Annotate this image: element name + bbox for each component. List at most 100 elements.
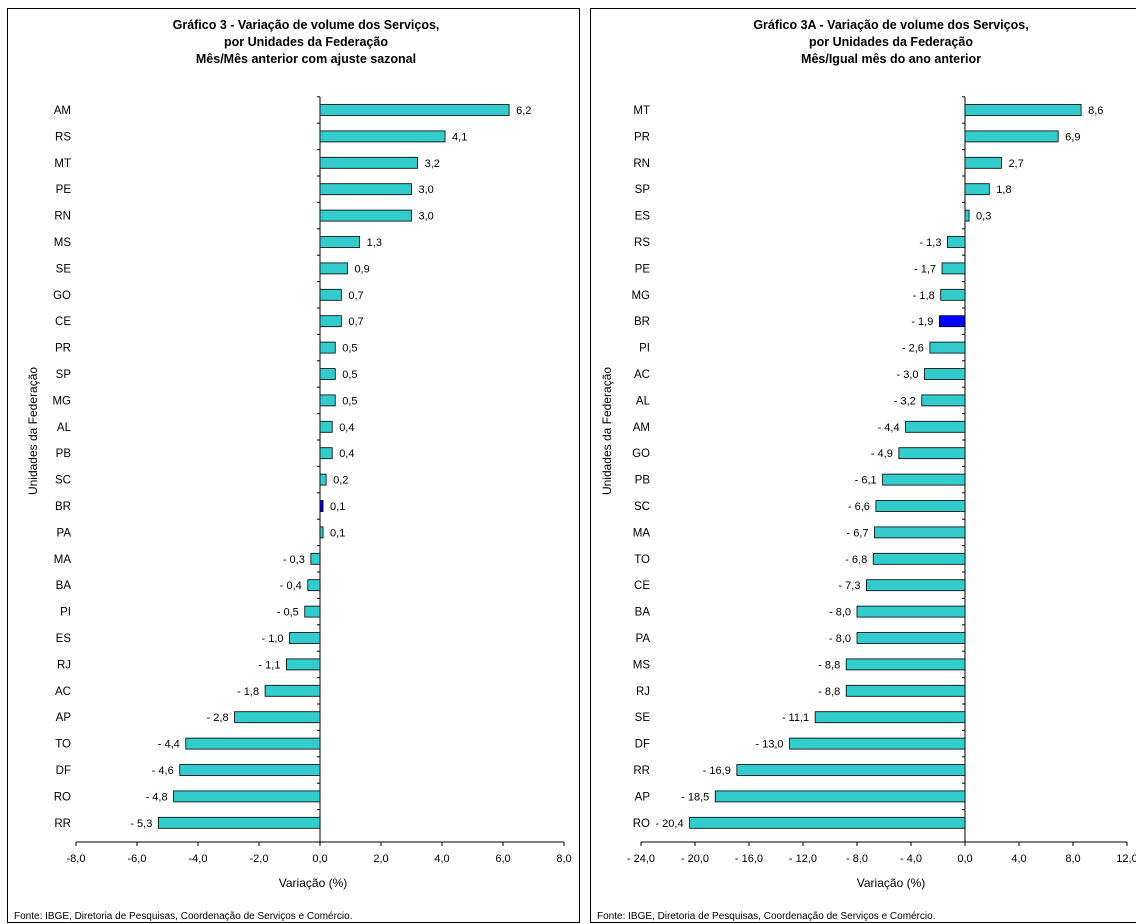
data-label-AL: 0,4 <box>339 422 354 434</box>
category-label-SE: SE <box>635 712 651 724</box>
data-label-AC: - 1,8 <box>237 686 259 698</box>
category-label-BA: BA <box>635 607 651 619</box>
data-label-RN: 3,0 <box>419 211 434 223</box>
data-label-AC: - 3,0 <box>896 369 918 381</box>
data-label-RN: 2,7 <box>1008 158 1023 170</box>
x-tick-label: 12,0 <box>1116 853 1136 865</box>
x-tick-label: - 12,0 <box>789 853 817 865</box>
x-tick-label: -6,0 <box>128 853 147 865</box>
bar-MA <box>874 526 966 539</box>
category-label-RS: RS <box>55 131 71 143</box>
bar-DF <box>179 764 321 776</box>
category-label-MS: MS <box>633 659 651 671</box>
data-label-SE: - 11,1 <box>782 712 809 724</box>
bar-AM <box>905 420 966 433</box>
x-tick-label: 4,0 <box>434 853 449 865</box>
bar-BA <box>307 579 321 592</box>
category-label-RJ: RJ <box>57 659 71 671</box>
bar-PI <box>929 341 966 354</box>
bar-PE <box>941 262 966 275</box>
category-label-AM: AM <box>633 422 650 434</box>
data-label-DF: - 13,0 <box>755 739 783 751</box>
data-label-BA: - 0,4 <box>280 580 302 592</box>
data-label-CE: 0,7 <box>348 316 363 328</box>
bar-chart-yearly: Gráfico 3A - Variação de volume dos Serv… <box>600 18 1136 890</box>
data-label-SP: 0,5 <box>342 369 357 381</box>
category-label-TO: TO <box>55 739 71 751</box>
category-label-ES: ES <box>635 211 651 223</box>
category-label-RN: RN <box>633 158 650 170</box>
bar-ES <box>289 632 321 644</box>
bar-PA <box>856 632 966 644</box>
bar-MS <box>845 658 966 671</box>
bar-RS <box>319 130 446 143</box>
bar-ES <box>964 209 970 222</box>
category-label-AM: AM <box>54 105 71 117</box>
y-axis-title: Unidades da Federação <box>26 367 40 495</box>
data-label-RO: - 20,4 <box>655 818 683 830</box>
bar-PR <box>319 341 336 354</box>
category-label-ES: ES <box>56 633 72 645</box>
data-label-PA: 0,1 <box>330 527 345 539</box>
data-label-AP: - 2,8 <box>207 712 229 724</box>
category-label-RR: RR <box>54 818 71 830</box>
category-label-SP: SP <box>56 369 72 381</box>
bar-SE <box>319 262 348 275</box>
category-label-SE: SE <box>56 263 72 275</box>
category-label-DF: DF <box>635 739 650 751</box>
data-label-DF: - 4,6 <box>152 765 174 777</box>
x-tick-label: - 24,0 <box>627 853 655 865</box>
bar-MA <box>310 552 321 565</box>
bar-AP <box>234 711 321 724</box>
x-tick-label: 0,0 <box>957 853 972 865</box>
category-label-SC: SC <box>55 475 71 487</box>
data-label-SC: 0,2 <box>333 475 348 487</box>
category-label-GO: GO <box>53 290 71 302</box>
category-label-GO: GO <box>632 448 650 460</box>
bar-PA <box>319 526 324 539</box>
category-label-RO: RO <box>54 791 71 803</box>
data-label-ES: 0,3 <box>976 211 991 223</box>
bar-SC <box>875 500 966 512</box>
data-label-AP: - 18,5 <box>681 791 709 803</box>
data-label-MS: 1,3 <box>367 237 382 249</box>
data-label-RS: 4,1 <box>452 131 467 143</box>
bar-RR <box>736 764 966 776</box>
bar-MT <box>964 104 1082 116</box>
x-tick-label: 2,0 <box>373 853 388 865</box>
data-label-MA: - 6,7 <box>847 527 869 539</box>
category-label-BA: BA <box>56 580 72 592</box>
data-label-BR: - 1,9 <box>911 316 933 328</box>
data-label-PR: 0,5 <box>342 343 357 355</box>
category-label-MS: MS <box>54 237 72 249</box>
chart-title-line: por Unidades da Federação <box>809 35 973 49</box>
bar-BR <box>938 315 966 328</box>
bar-TO <box>872 552 966 565</box>
data-label-PI: - 0,5 <box>277 607 299 619</box>
x-axis-title: Variação (%) <box>857 876 925 890</box>
category-label-PB: PB <box>56 448 72 460</box>
data-label-ES: - 1,0 <box>261 633 283 645</box>
category-label-RS: RS <box>634 237 650 249</box>
source-note: Fonte: IBGE, Diretoria de Pesquisas, Coo… <box>597 911 936 922</box>
x-tick-label: -2,0 <box>250 853 269 865</box>
category-label-MT: MT <box>54 158 71 170</box>
category-label-PR: PR <box>634 131 650 143</box>
bar-RS <box>947 236 966 248</box>
bar-AP <box>714 790 966 803</box>
category-label-CE: CE <box>634 580 650 592</box>
category-label-RN: RN <box>54 211 71 223</box>
data-label-PI: - 2,6 <box>902 343 924 355</box>
bar-MS <box>319 236 361 248</box>
chart-title-line: Mês/Mês anterior com ajuste sazonal <box>196 52 416 66</box>
category-label-RO: RO <box>633 818 650 830</box>
bar-RN <box>964 156 1002 169</box>
data-label-GO: - 4,9 <box>871 448 893 460</box>
data-label-PR: 6,9 <box>1065 131 1080 143</box>
x-tick-label: - 8,0 <box>846 853 868 865</box>
bar-PI <box>304 605 321 618</box>
bar-BR <box>319 500 324 512</box>
bar-GO <box>319 288 342 301</box>
category-label-RR: RR <box>633 765 650 777</box>
category-label-SC: SC <box>634 501 650 513</box>
